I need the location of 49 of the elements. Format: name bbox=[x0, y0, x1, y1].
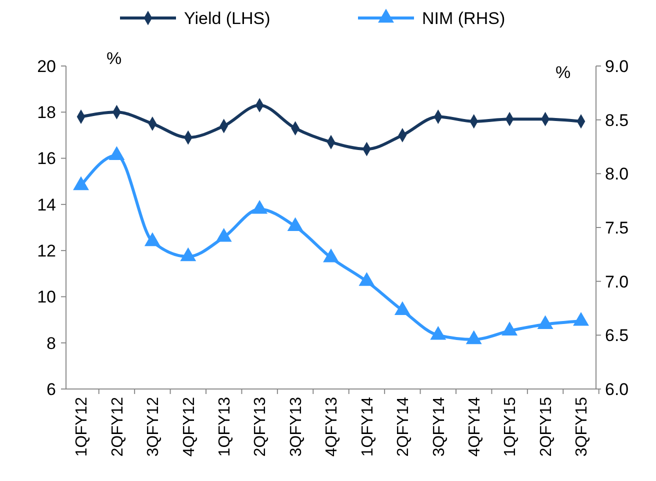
point bbox=[73, 176, 89, 190]
legend-label: NIM (RHS) bbox=[422, 8, 506, 28]
point bbox=[573, 312, 589, 326]
x-tick-label: 2QFY14 bbox=[395, 396, 412, 457]
y2-tick-label: 8.5 bbox=[605, 110, 629, 130]
x-tick-label: 3QFY12 bbox=[145, 396, 162, 457]
point bbox=[358, 272, 375, 286]
y-tick-label: 14 bbox=[37, 195, 56, 214]
point bbox=[252, 200, 268, 214]
x-tick-label: 4QFY14 bbox=[466, 396, 484, 457]
x-tick-label: 3QFY14 bbox=[430, 396, 448, 457]
x-tick-label: 1QFY13 bbox=[216, 396, 234, 457]
y2-tick-label: 8.0 bbox=[605, 164, 629, 184]
y2-tick-label: 7.0 bbox=[605, 272, 629, 292]
point bbox=[502, 322, 518, 336]
y-tick-label: 12 bbox=[37, 242, 56, 261]
x-tick-label: 1QFY14 bbox=[359, 396, 376, 457]
x-tick-label: 2QFY15 bbox=[538, 396, 555, 457]
point bbox=[323, 248, 339, 262]
point bbox=[108, 146, 125, 160]
y-tick-label: 16 bbox=[37, 149, 56, 168]
point bbox=[180, 247, 196, 262]
annotation: % bbox=[555, 62, 571, 82]
point bbox=[216, 228, 232, 242]
y2-tick-label: 9.0 bbox=[605, 56, 629, 76]
x-tick-label: 3QFY13 bbox=[288, 396, 305, 457]
x-tick-label: 4QFY12 bbox=[180, 396, 198, 457]
y2-tick-label: 7.5 bbox=[605, 218, 629, 238]
y2-tick-label: 6.0 bbox=[605, 380, 629, 399]
point bbox=[430, 326, 446, 340]
y-tick-label: 10 bbox=[37, 288, 56, 307]
annotation: % bbox=[106, 48, 122, 68]
y-tick-label: 8 bbox=[46, 334, 56, 353]
legend-label: Yield (LHS) bbox=[184, 8, 270, 28]
point bbox=[287, 217, 304, 232]
x-tick-label: 1QFY15 bbox=[502, 396, 520, 457]
point bbox=[537, 315, 554, 329]
y-tick-label: 6 bbox=[46, 380, 56, 399]
x-tick-label: 2QFY13 bbox=[252, 396, 270, 457]
y-tick-label: 18 bbox=[37, 103, 56, 122]
x-tick-label: 3QFY15 bbox=[574, 396, 591, 457]
point bbox=[144, 232, 160, 246]
x-tick-label: 2QFY12 bbox=[109, 396, 126, 457]
x-tick-label: 4QFY13 bbox=[324, 396, 341, 457]
x-tick-label: 1QFY12 bbox=[74, 396, 91, 457]
y2-tick-label: 6.5 bbox=[605, 326, 629, 346]
point bbox=[394, 301, 410, 316]
y-tick-label: 20 bbox=[37, 56, 56, 76]
point bbox=[466, 330, 482, 344]
